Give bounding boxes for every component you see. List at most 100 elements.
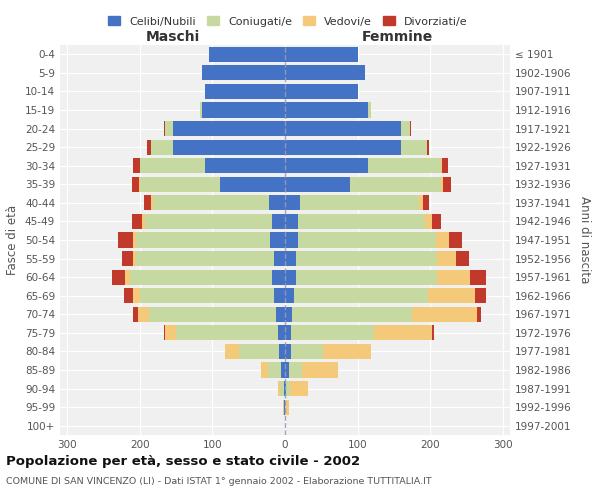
Bar [442,158,448,174]
Text: Popolazione per età, sesso e stato civile - 2002: Popolazione per età, sesso e stato civil… [6,455,360,468]
Bar [289,362,302,378]
Bar [132,214,142,229]
Bar [274,251,285,266]
Bar [285,158,368,174]
Bar [176,325,278,340]
Bar [133,232,136,248]
Bar [200,102,202,118]
Bar [374,325,433,340]
Bar [401,121,410,136]
Bar [299,195,419,210]
Bar [437,251,455,266]
Bar [286,381,290,396]
Bar [142,214,145,229]
Bar [136,251,274,266]
Bar [285,232,298,248]
Legend: Celibi/Nubili, Coniugati/e, Vedovi/e, Divorziati/e: Celibi/Nubili, Coniugati/e, Vedovi/e, Di… [105,13,471,30]
Bar [132,176,139,192]
Bar [285,140,401,155]
Bar [140,158,205,174]
Text: Femmine: Femmine [362,30,433,44]
Bar [285,288,294,304]
Bar [290,381,308,396]
Bar [147,140,151,155]
Bar [278,325,285,340]
Bar [291,325,374,340]
Bar [153,195,269,210]
Bar [285,251,296,266]
Bar [205,158,285,174]
Bar [368,102,371,118]
Bar [412,306,478,322]
Bar [425,214,433,229]
Bar [225,344,239,359]
Bar [298,214,425,229]
Bar [268,362,281,378]
Bar [285,121,401,136]
Bar [285,84,358,99]
Bar [292,306,412,322]
Bar [368,158,441,174]
Bar [285,362,289,378]
Bar [261,362,268,378]
Bar [136,232,271,248]
Bar [296,251,437,266]
Bar [209,46,285,62]
Bar [294,288,428,304]
Bar [285,65,365,80]
Bar [122,251,133,266]
Bar [283,400,284,415]
Bar [272,214,285,229]
Bar [139,306,149,322]
Bar [118,232,133,248]
Bar [271,232,285,248]
Bar [284,400,285,415]
Bar [202,102,285,118]
Bar [133,251,136,266]
Bar [291,344,323,359]
Bar [285,381,286,396]
Bar [125,270,130,285]
Bar [239,344,279,359]
Bar [173,140,285,155]
Bar [164,121,165,136]
Bar [433,325,434,340]
Bar [279,344,285,359]
Bar [441,176,443,192]
Bar [285,176,350,192]
Bar [284,381,285,396]
Bar [285,400,289,415]
Bar [428,288,475,304]
Y-axis label: Fasce di età: Fasce di età [7,205,19,275]
Bar [285,102,368,118]
Bar [149,306,276,322]
Bar [441,158,442,174]
Bar [475,288,486,304]
Bar [205,84,285,99]
Bar [350,176,441,192]
Bar [323,344,371,359]
Bar [133,288,140,304]
Bar [285,46,358,62]
Bar [164,325,165,340]
Bar [202,65,285,80]
Bar [285,344,291,359]
Bar [433,214,441,229]
Bar [220,176,285,192]
Bar [478,306,481,322]
Bar [140,176,220,192]
Bar [285,325,291,340]
Bar [269,195,285,210]
Bar [455,251,469,266]
Bar [423,195,429,210]
Bar [165,121,173,136]
Bar [280,381,284,396]
Bar [276,306,285,322]
Bar [274,288,285,304]
Bar [470,270,486,285]
Bar [443,176,451,192]
Bar [296,270,437,285]
Bar [285,306,292,322]
Y-axis label: Anni di nascita: Anni di nascita [578,196,591,284]
Bar [298,232,436,248]
